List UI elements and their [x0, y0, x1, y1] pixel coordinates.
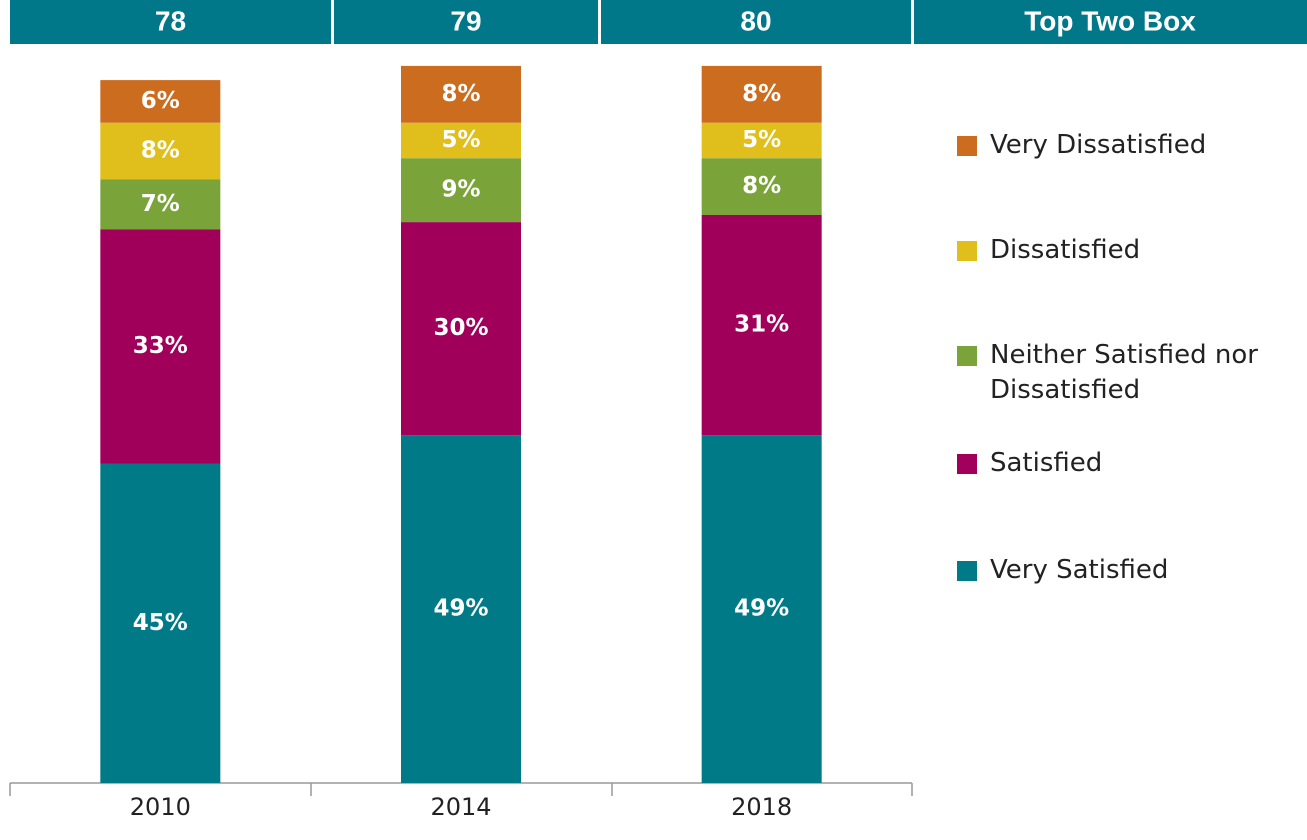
legend-swatch — [957, 346, 977, 366]
bar-segment — [401, 158, 521, 223]
legend-item: Neither Satisfied nor Dissatisfied — [957, 338, 1305, 408]
data-label: 30% — [433, 315, 488, 341]
legend-label: Neither Satisfied nor Dissatisfied — [990, 340, 1258, 405]
data-label: 5% — [441, 127, 480, 153]
bar-segment — [401, 222, 521, 436]
bar-segment — [100, 80, 221, 123]
legend-swatch — [957, 454, 977, 474]
data-label: 7% — [141, 191, 180, 217]
data-label: 8% — [141, 138, 180, 164]
data-label: 45% — [133, 610, 188, 636]
x-tick-label: 2010 — [130, 793, 191, 821]
bar-segment — [701, 65, 822, 123]
legend-swatch — [957, 136, 977, 156]
x-tick-label: 2018 — [731, 793, 792, 821]
legend-item: Very Dissatisfied — [957, 128, 1305, 163]
header-cell — [10, 0, 331, 44]
bar-segment — [701, 122, 822, 159]
data-label: 8% — [742, 173, 781, 199]
bar-segment — [100, 122, 221, 180]
bar-segment — [401, 435, 521, 783]
bar-segment — [401, 65, 521, 123]
data-label: 33% — [133, 333, 188, 359]
legend-swatch — [957, 561, 977, 581]
bar-segment — [401, 122, 521, 159]
legend-label: Very Dissatisfied — [990, 130, 1207, 160]
legend-label: Satisfied — [990, 448, 1103, 478]
header-value: 80 — [740, 5, 771, 36]
bar-segment — [701, 215, 822, 436]
bar-segment — [100, 179, 221, 230]
bar-segment — [100, 463, 221, 783]
data-label: 8% — [742, 81, 781, 107]
data-label: 8% — [441, 81, 480, 107]
data-label: 31% — [734, 312, 789, 338]
bar-segment — [100, 229, 221, 464]
legend-item: Satisfied — [957, 446, 1305, 481]
header-cell — [601, 0, 911, 44]
legend-label: Dissatisfied — [990, 235, 1141, 265]
data-label: 9% — [441, 177, 480, 203]
legend-item: Very Satisfied — [957, 553, 1305, 588]
data-label: 49% — [734, 596, 789, 622]
bar-segment — [701, 158, 822, 215]
header-value: 78 — [155, 5, 186, 36]
data-label: 6% — [141, 88, 180, 114]
data-label: 49% — [433, 596, 488, 622]
header-value: 79 — [450, 5, 481, 36]
header-cell — [334, 0, 598, 44]
header-cell — [914, 0, 1307, 44]
legend-label: Very Satisfied — [990, 555, 1169, 585]
bar-segment — [701, 435, 822, 783]
legend-item: Dissatisfied — [957, 233, 1305, 268]
data-label: 5% — [742, 127, 781, 153]
x-tick-label: 2014 — [430, 793, 491, 821]
header-label: Top Two Box — [1024, 5, 1196, 36]
legend-swatch — [957, 241, 977, 261]
